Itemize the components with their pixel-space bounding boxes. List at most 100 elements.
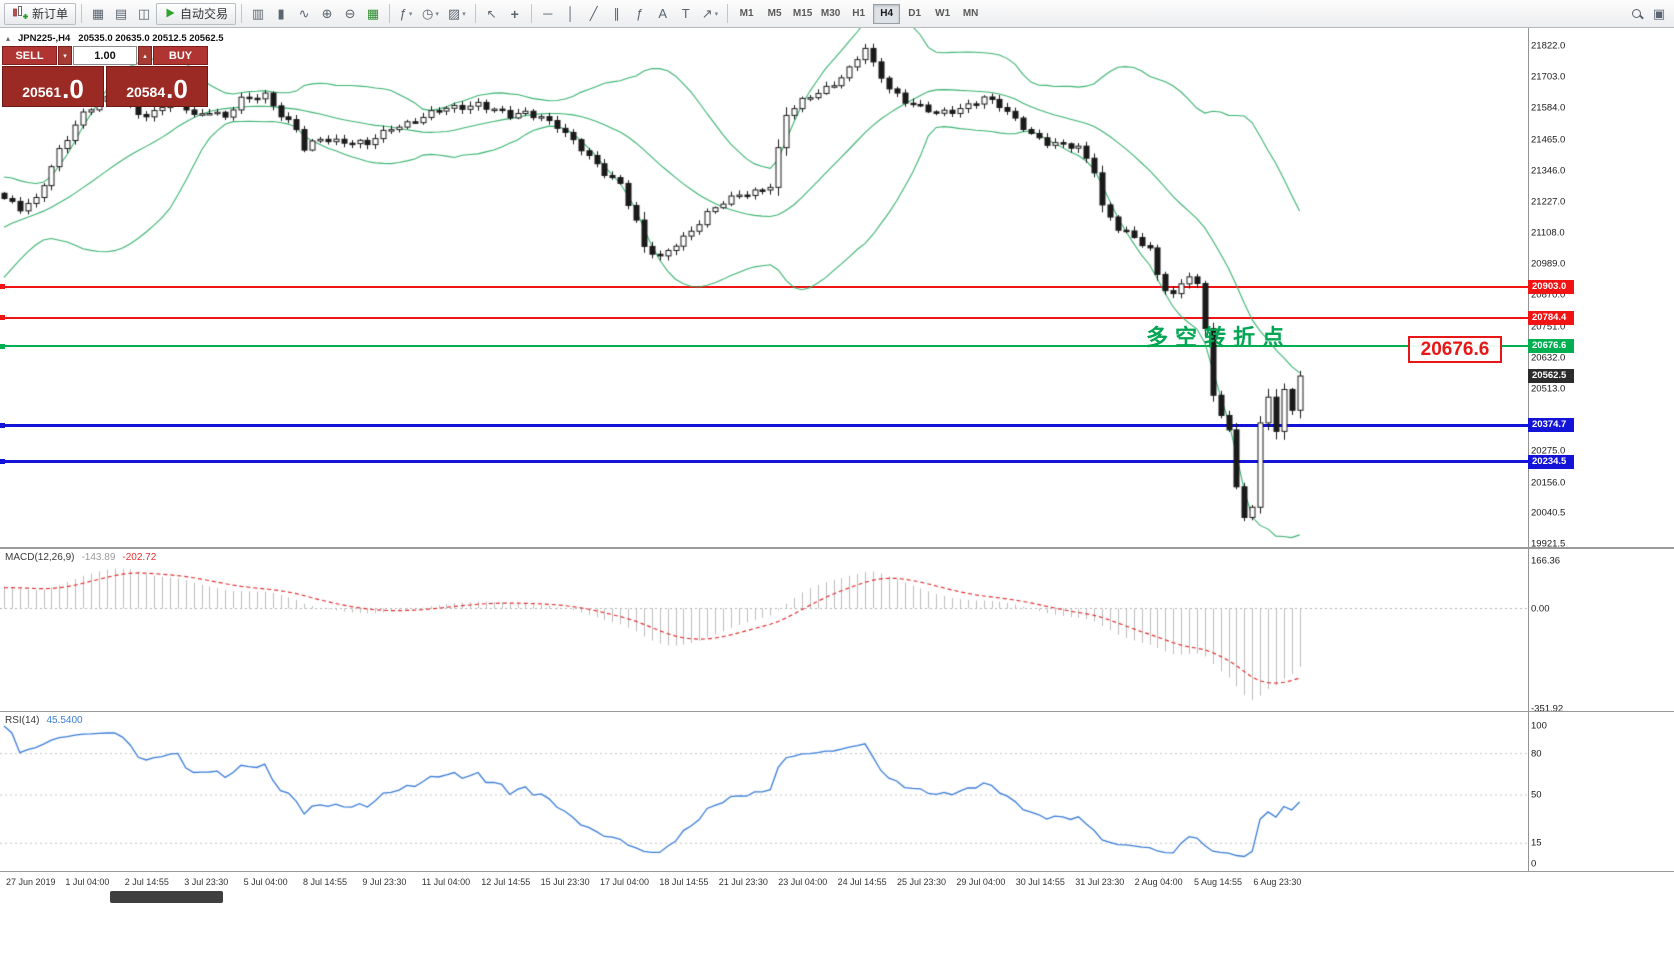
timeframe-h4-button[interactable]: H4 — [873, 3, 901, 24]
fibonacci-icon[interactable]: ƒ — [636, 6, 644, 21]
bar-chart-icon[interactable]: ▥ — [251, 6, 265, 21]
macd-pane[interactable]: MACD(12,26,9) -143.89 -202.72 166.36 0.00… — [0, 549, 1674, 714]
auto-trading-button[interactable]: 自动交易 — [156, 2, 237, 25]
sell-price-frac: .0 — [62, 74, 84, 104]
line-chart-icon[interactable]: ∿ — [298, 6, 310, 21]
zoom-out-icon[interactable]: ⊖ — [344, 6, 356, 21]
bottom-strip — [0, 894, 1674, 955]
timeframe-m1-button[interactable]: M1 — [739, 8, 754, 19]
macd-axis-label: 0.00 — [1531, 603, 1550, 614]
toolbar: 新订单 ▦ ▤ ◫ 自动交易 ▥ ▮ ∿ ⊕ ⊖ ▦ ƒ ▾ ◷ ▾ ▨ ▾ ↖ + ─ │ ╱ ∥ ƒ A T ↗ ▾… — [0, 0, 1674, 28]
rsi-canvas[interactable] — [0, 712, 1528, 870]
horizontal-line-icon[interactable]: ─ — [543, 6, 553, 21]
search-icon[interactable] — [1625, 3, 1647, 25]
auto-trading-label: 自动交易 — [180, 7, 229, 21]
rsi-axis-label: 15 — [1531, 837, 1542, 849]
toolbar-separator — [241, 4, 243, 23]
macd-axis-label: 166.36 — [1531, 555, 1561, 567]
rsi-name: RSI(14) — [5, 715, 40, 726]
data-window-icon[interactable]: ◫ — [137, 6, 151, 21]
vertical-line-icon[interactable]: │ — [566, 6, 575, 21]
macd-name: MACD(12,26,9) — [5, 552, 75, 563]
pane-separator[interactable] — [0, 711, 1674, 712]
time-axis-label: 3 Jul 23:30 — [184, 877, 229, 887]
macd-label: MACD(12,26,9) -143.89 -202.72 — [5, 552, 156, 563]
sell-button[interactable]: SELL — [2, 46, 57, 65]
time-axis-label: 23 Jul 04:00 — [778, 877, 828, 887]
volume-input[interactable] — [73, 46, 137, 65]
buy-price-button[interactable]: 20584.0 — [106, 66, 208, 107]
timeframe-m30-button[interactable]: M30 — [820, 8, 841, 19]
trendline-icon[interactable]: ╱ — [589, 6, 598, 21]
time-axis[interactable]: 27 Jun 2019 1 Jul 04:00 2 Jul 14:55 3 Jul 2… — [0, 871, 1674, 894]
auto-trading-icon — [164, 7, 176, 21]
timeframe-m5-button[interactable]: M5 — [767, 8, 782, 19]
templates-icon[interactable]: ▨ ▾ — [447, 6, 466, 21]
time-axis-label: 27 Jun 2019 — [6, 877, 56, 887]
timeframe-mn-button[interactable]: MN — [962, 8, 979, 19]
rsi-pane[interactable]: RSI(14) 45.5400 100 80 50 15 0 — [0, 712, 1674, 870]
time-axis-label: 9 Jul 23:30 — [362, 877, 407, 887]
new-order-label: 新订单 — [32, 7, 69, 21]
collapse-arrow-icon[interactable]: ▴ — [6, 34, 11, 43]
time-axis-label: 29 Jul 04:00 — [956, 877, 1006, 887]
arrows-icon[interactable]: ↗ ▾ — [701, 6, 719, 21]
buy-price-main: 20584 — [126, 84, 166, 100]
timeframe-d1-button[interactable]: D1 — [908, 8, 922, 19]
label-icon[interactable]: T — [681, 6, 690, 21]
text-icon[interactable]: A — [658, 6, 668, 21]
time-axis-label: 24 Jul 14:55 — [837, 877, 887, 887]
price-callout-box[interactable]: 20676.6 — [1408, 336, 1502, 363]
chart-tab[interactable] — [110, 891, 223, 903]
new-chart-icon[interactable]: ▦ — [91, 6, 105, 21]
symbol-header: ▴ JPN225-,H4 20535.0 20635.0 20512.5 205… — [6, 33, 224, 44]
periods-icon[interactable]: ◷ ▾ — [422, 6, 439, 21]
channel-icon[interactable]: ∥ — [613, 6, 620, 21]
toolbar-separator — [81, 4, 83, 23]
grid-icon[interactable]: ▦ — [366, 6, 380, 21]
new-order-button[interactable]: 新订单 — [4, 2, 77, 25]
cursor-icon[interactable]: ↖ — [486, 6, 497, 21]
time-axis-label: 5 Jul 04:00 — [243, 877, 288, 887]
timeframe-h1-button[interactable]: H1 — [852, 8, 866, 19]
time-axis-label: 25 Jul 23:30 — [897, 877, 947, 887]
toolbar-separator — [530, 4, 532, 23]
candlestick-chart-icon[interactable]: ▮ — [277, 6, 285, 21]
new-window-icon[interactable]: ▣ — [1652, 6, 1666, 21]
macd-signal-value: -202.72 — [122, 552, 157, 563]
time-axis-label: 15 Jul 23:30 — [540, 877, 590, 887]
price-axis-border — [1528, 28, 1529, 894]
zoom-in-icon[interactable]: ⊕ — [321, 6, 333, 21]
buy-price-frac: .0 — [166, 74, 188, 104]
volume-increase-button[interactable]: ▴ — [138, 46, 152, 65]
volume-decrease-button[interactable]: ▾ — [58, 46, 72, 65]
pane-separator[interactable] — [0, 547, 1674, 549]
toolbar-separator — [727, 4, 729, 23]
timeframe-m15-button[interactable]: M15 — [792, 8, 813, 19]
sell-price-main: 20561 — [22, 84, 62, 100]
time-axis-label: 21 Jul 23:30 — [718, 877, 768, 887]
sell-price-button[interactable]: 20561.0 — [2, 66, 104, 107]
rsi-label: RSI(14) 45.5400 — [5, 715, 83, 726]
rsi-axis-label: 0 — [1531, 858, 1537, 870]
time-axis-label: 2 Jul 14:55 — [124, 877, 169, 887]
crosshair-icon[interactable]: + — [510, 5, 519, 22]
market-watch-icon[interactable]: ▤ — [114, 6, 128, 21]
timeframe-w1-button[interactable]: W1 — [935, 8, 951, 19]
macd-canvas[interactable] — [0, 549, 1528, 711]
price-chart-canvas[interactable] — [0, 28, 1528, 547]
time-axis-label: 1 Jul 04:00 — [65, 877, 110, 887]
main-chart-pane[interactable]: 21822.0 21703.0 21584.0 21465.0 21346.0 21227… — [0, 28, 1674, 550]
time-axis-label: 5 Aug 14:55 — [1194, 877, 1243, 887]
buy-button[interactable]: BUY — [153, 46, 208, 65]
time-axis-label: 2 Aug 04:00 — [1134, 877, 1183, 887]
time-axis-label: 17 Jul 04:00 — [600, 877, 650, 887]
rsi-axis-label: 80 — [1531, 748, 1542, 760]
time-axis-label: 31 Jul 23:30 — [1075, 877, 1125, 887]
chart-annotation-text[interactable]: 多空转折点 — [1146, 325, 1292, 350]
time-axis-label: 12 Jul 14:55 — [481, 877, 531, 887]
indicators-icon[interactable]: ƒ ▾ — [399, 6, 413, 21]
one-click-trade-panel: SELL ▾ ▴ BUY 20561.0 20584.0 — [2, 46, 208, 107]
time-axis-label: 11 Jul 04:00 — [421, 877, 471, 887]
